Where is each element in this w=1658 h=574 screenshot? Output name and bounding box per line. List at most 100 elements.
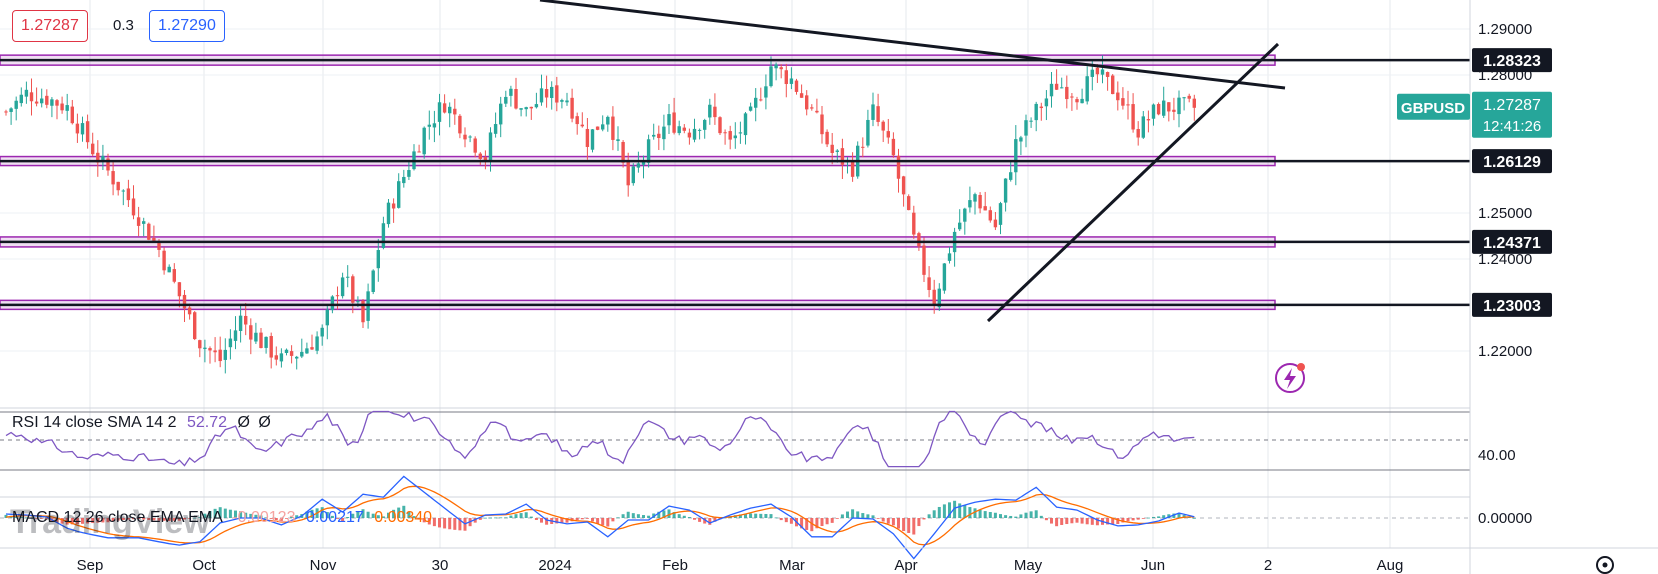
candle <box>136 206 141 237</box>
candle <box>1192 94 1196 121</box>
candle-body <box>774 64 778 69</box>
candle <box>708 98 712 125</box>
candle-body <box>284 349 289 353</box>
candle <box>29 78 34 116</box>
macd-histogram-bar <box>208 510 212 518</box>
candle-body <box>641 160 646 165</box>
candle <box>942 263 947 294</box>
candle <box>463 127 467 148</box>
macd-label: MACD 12 26 close EMA EMA <box>12 509 222 526</box>
candle <box>1009 162 1013 182</box>
level-price-label[interactable]: 1.23003 <box>1472 292 1552 317</box>
candle-body <box>560 100 564 102</box>
time-axis-label: 30 <box>432 557 449 574</box>
gear-icon[interactable] <box>1596 556 1614 574</box>
macd-histogram-bar <box>417 518 421 520</box>
rsi-extra-2: Ø <box>258 414 271 431</box>
candle <box>575 112 579 135</box>
lightning-alert-icon[interactable] <box>1275 363 1305 393</box>
candle <box>361 298 365 328</box>
macd-histogram-bar <box>392 509 396 518</box>
time-axis-label: Aug <box>1377 557 1404 574</box>
macd-histogram-bar <box>912 518 916 535</box>
rsi-line <box>5 410 1195 468</box>
candle-body <box>233 330 238 341</box>
candle-body <box>1080 98 1084 104</box>
macd-histogram-bar <box>835 518 839 519</box>
symbol-name: GBPUSD <box>1401 100 1465 117</box>
macd-histogram-bar <box>1121 518 1125 523</box>
level-price-label[interactable]: 1.24371 <box>1472 229 1552 254</box>
candle <box>371 269 375 295</box>
macd-histogram-bar <box>647 515 651 518</box>
candle <box>50 97 54 118</box>
candle <box>524 106 528 117</box>
candle-body <box>473 138 477 153</box>
macd-histogram-bar <box>682 515 686 518</box>
candle-body <box>152 237 156 241</box>
macd-histogram-bar <box>30 517 33 519</box>
macd-histogram-bar <box>1085 518 1089 525</box>
candle-body <box>300 351 304 357</box>
candle <box>1156 102 1161 116</box>
candle <box>386 199 391 228</box>
macd-histogram-bar <box>387 512 390 518</box>
candle <box>259 327 263 349</box>
candle-body <box>1167 102 1171 112</box>
ask-price-box[interactable]: 1.27290 <box>149 10 225 42</box>
macd-histogram-bar <box>1182 515 1186 518</box>
candle <box>514 77 518 110</box>
candle <box>601 115 605 132</box>
macd-histogram-bar <box>60 518 64 524</box>
candle-body <box>703 119 707 130</box>
macd-histogram-bar <box>1060 518 1064 525</box>
symbol-badge[interactable]: GBPUSD <box>1397 93 1470 120</box>
level-label-bg <box>1472 229 1552 254</box>
candle <box>840 138 845 179</box>
candle-body <box>101 155 105 161</box>
candle <box>1080 88 1084 104</box>
macd-histogram-bar <box>290 516 294 518</box>
macd-histogram-bar <box>999 514 1002 518</box>
bid-price-box[interactable]: 1.27287 <box>12 10 88 42</box>
macd-histogram-bar <box>621 514 625 518</box>
macd-histogram-bar <box>121 518 125 521</box>
candle-body <box>1131 104 1135 130</box>
candle <box>340 272 345 299</box>
candle-body <box>942 263 947 291</box>
candle-body <box>820 114 824 135</box>
candle-body <box>1024 120 1028 136</box>
macd-histogram-bar <box>1136 518 1140 520</box>
trendline-resistance[interactable] <box>539 0 1286 90</box>
current-price-tag[interactable]: 1.27287 12:41:26 <box>1472 91 1552 138</box>
candle-body <box>330 296 335 311</box>
macd-histogram-bar <box>886 518 890 524</box>
level-label-text: 1.26129 <box>1483 154 1541 171</box>
level-price-label[interactable]: 1.28323 <box>1472 48 1552 73</box>
candle <box>1034 101 1038 132</box>
macd-histogram-bar <box>213 508 217 518</box>
candle <box>794 78 799 95</box>
macd-histogram-bar <box>366 511 370 518</box>
candle <box>748 102 753 112</box>
rsi-legend[interactable]: RSI 14 close SMA 14 2 52.72 Ø Ø <box>12 414 271 432</box>
candle <box>830 132 834 165</box>
candle-body <box>983 206 987 211</box>
macd-legend[interactable]: MACD 12 26 close EMA EMA -0.00123 0.0021… <box>12 509 432 527</box>
candle-body <box>289 351 294 356</box>
macd-histogram-bar <box>106 518 110 523</box>
trendline-support[interactable] <box>986 42 1280 323</box>
macd-histogram-bar <box>953 500 957 518</box>
candle <box>1182 96 1186 111</box>
candle-body <box>468 136 472 138</box>
candle <box>886 118 890 144</box>
level-price-label[interactable]: 1.26129 <box>1472 149 1552 174</box>
macd-histogram-bar <box>606 518 610 527</box>
candle-body <box>1009 172 1013 180</box>
candle <box>1187 93 1191 103</box>
macd-histogram-bar <box>412 516 416 518</box>
macd-histogram-bar <box>274 518 278 521</box>
candle <box>784 63 788 98</box>
